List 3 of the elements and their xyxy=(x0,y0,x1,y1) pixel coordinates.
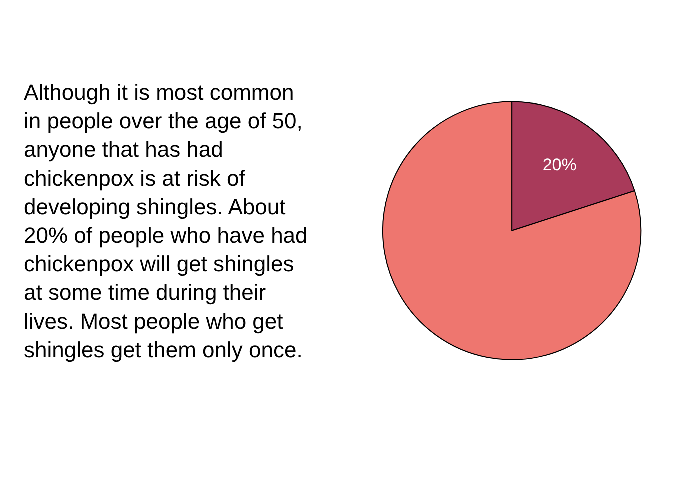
text: Although it is most common in people over the age of 50, anyone that has had chickenpox is at risk of developing shingles. About 20% of people who have had chickenpox will get shingles at some time during their lives. Most people who get shingles get them only once. xyxy=(24,80,308,362)
pie-slice xyxy=(382,101,642,360)
data-label: 20% xyxy=(542,156,577,175)
